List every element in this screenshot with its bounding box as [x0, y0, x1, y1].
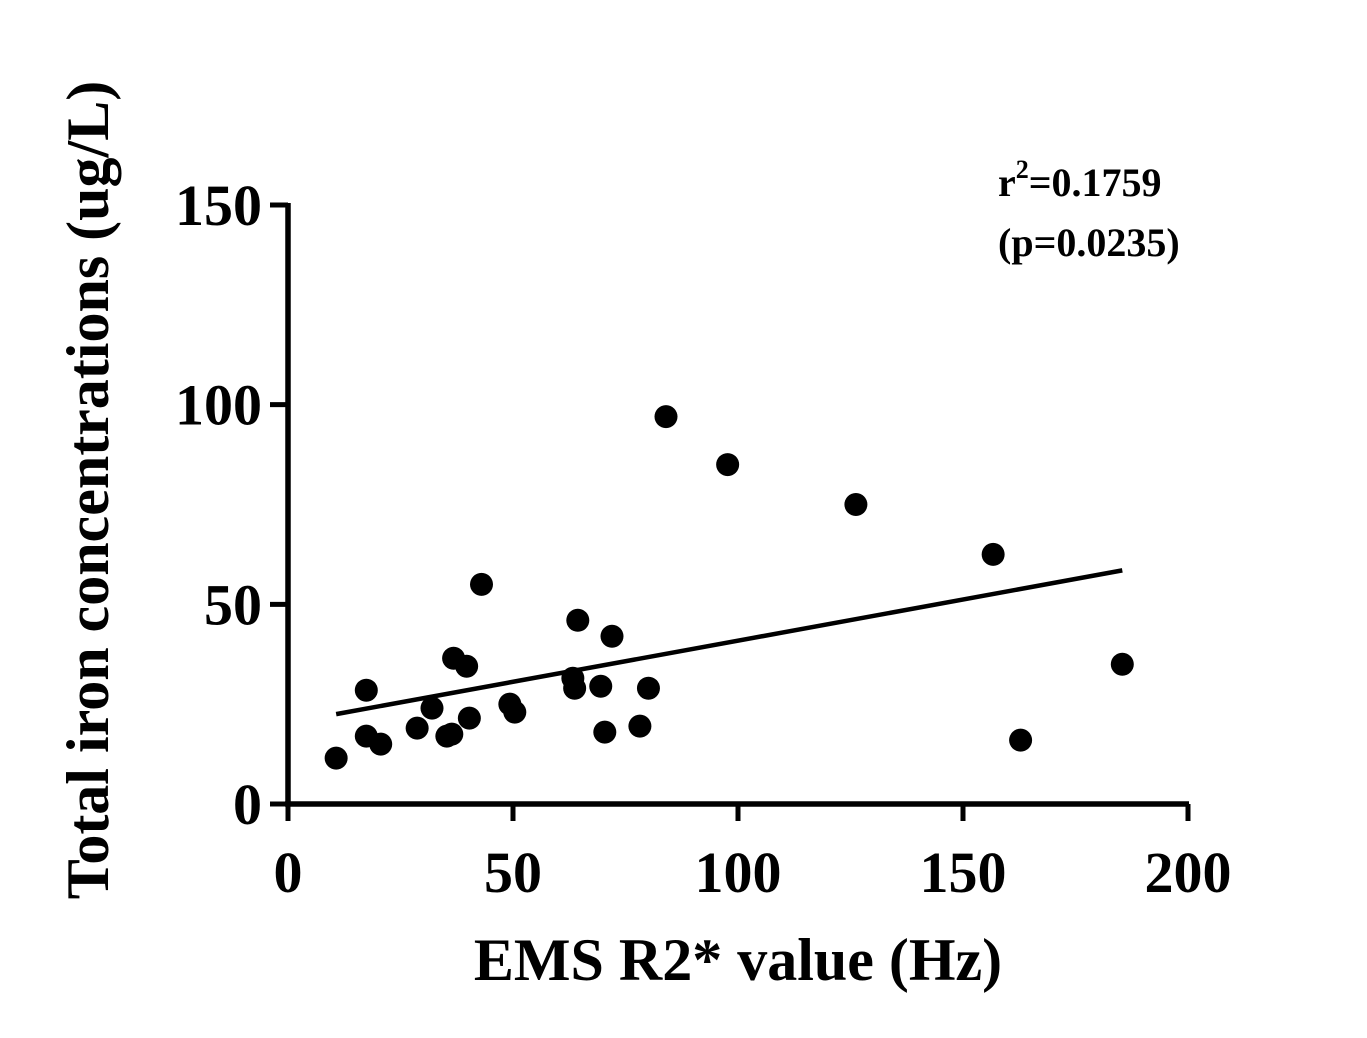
x-axis-title: EMS R2* value (Hz)	[474, 927, 1002, 993]
y-tick-label: 0	[233, 772, 262, 837]
data-point-6	[420, 696, 444, 720]
data-point-27	[1009, 728, 1033, 752]
data-point-11	[457, 706, 481, 730]
y-tick-label: 150	[175, 173, 262, 238]
x-tick-label: 200	[1145, 840, 1232, 905]
data-point-26	[981, 542, 1005, 566]
data-point-17	[566, 608, 590, 632]
data-point-14	[503, 700, 527, 724]
data-point-19	[593, 720, 617, 744]
data-point-20	[600, 624, 624, 648]
r-squared-label: r2=0.1759	[998, 155, 1162, 205]
data-point-2	[354, 678, 378, 702]
data-point-1	[324, 746, 348, 770]
data-point-12	[470, 572, 493, 596]
data-point-21	[628, 714, 652, 738]
r-squared-superscript: 2	[1016, 155, 1029, 184]
data-point-5	[405, 716, 429, 740]
p-value-label: (p=0.0235)	[998, 220, 1180, 265]
data-point-24	[716, 453, 740, 477]
data-point-16	[563, 676, 587, 700]
y-tick-label: 100	[175, 373, 262, 438]
stats-annotation: r2=0.1759 (p=0.0235)	[998, 155, 1180, 265]
x-tick-label: 100	[695, 840, 782, 905]
data-point-23	[654, 405, 678, 429]
y-axis-title: Total iron concentrations (ug/L)	[55, 81, 121, 899]
data-point-18	[589, 674, 613, 698]
data-point-28	[1110, 652, 1134, 676]
x-tick-label: 50	[484, 840, 542, 905]
data-point-25	[844, 493, 868, 516]
regression-line	[335, 568, 1123, 717]
data-point-8	[440, 722, 464, 746]
data-point-4	[369, 732, 393, 756]
data-point-22	[636, 676, 660, 700]
y-tick-label: 50	[204, 572, 262, 637]
y-axis-ticks: 0 50 100 150	[175, 173, 288, 837]
data-points	[324, 405, 1134, 770]
data-point-10	[455, 654, 479, 678]
x-tick-label: 0	[274, 840, 303, 905]
x-axis-ticks: 0 50 100 150 200	[274, 804, 1232, 905]
x-tick-label: 150	[920, 840, 1007, 905]
